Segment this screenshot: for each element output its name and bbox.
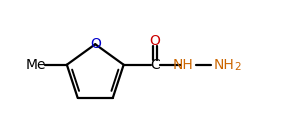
Text: NH: NH <box>214 58 235 72</box>
Text: O: O <box>90 37 101 51</box>
Text: O: O <box>149 34 160 48</box>
Text: NH: NH <box>173 58 194 72</box>
Text: C: C <box>151 58 160 72</box>
Text: Me: Me <box>26 58 46 72</box>
Text: 2: 2 <box>234 62 241 72</box>
